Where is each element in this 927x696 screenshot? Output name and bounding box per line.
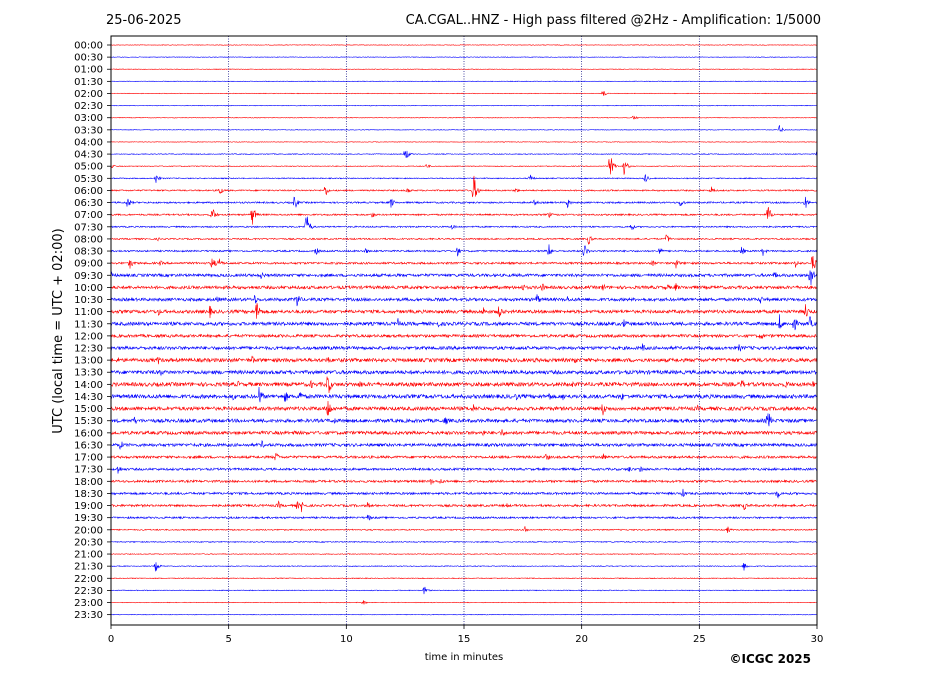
y-tick-label: 16:00 <box>74 428 103 439</box>
y-tick-label: 20:00 <box>74 525 103 536</box>
y-tick-label: 10:30 <box>74 295 103 306</box>
x-tick-label: 0 <box>108 634 114 645</box>
y-tick-label: 19:30 <box>74 513 103 524</box>
trace-row-20:30 <box>110 540 818 544</box>
trace-row-03:00 <box>110 115 818 120</box>
trace-row-16:00 <box>110 429 818 437</box>
trace-row-00:30 <box>110 56 818 58</box>
y-tick-label: 14:00 <box>74 380 103 391</box>
y-tick-label: 23:30 <box>74 610 103 621</box>
trace-row-22:00 <box>110 577 818 580</box>
y-tick-label: 19:00 <box>74 501 103 512</box>
trace-row-17:00 <box>110 452 818 461</box>
header-title: CA.CGAL..HNZ - High pass filtered @2Hz -… <box>406 13 821 28</box>
x-axis: 0 5 10 15 20 25 30 <box>108 625 824 645</box>
y-tick-label: 11:30 <box>74 319 103 330</box>
trace-row-14:30 <box>110 386 818 403</box>
y-tick-label: 14:30 <box>74 392 103 403</box>
trace-row-00:00 <box>110 44 818 46</box>
x-tick-label: 30 <box>811 634 824 645</box>
y-tick-label: 20:30 <box>74 537 103 548</box>
y-tick-label: 03:00 <box>74 113 103 124</box>
y-tick-label: 23:00 <box>74 598 103 609</box>
trace-row-17:30 <box>110 466 818 474</box>
y-tick-label: 21:00 <box>74 550 103 561</box>
y-tick-label: 06:00 <box>74 186 103 197</box>
y-axis: 00:0000:3001:0001:3002:0002:3003:0003:30… <box>74 41 111 621</box>
copyright-footer: ©ICGC 2025 <box>729 652 811 666</box>
y-tick-label: 12:30 <box>74 344 103 355</box>
y-tick-label: 07:30 <box>74 222 103 233</box>
y-tick-label: 06:30 <box>74 198 103 209</box>
trace-row-06:00 <box>110 175 818 198</box>
trace-row-12:30 <box>110 343 818 352</box>
y-tick-label: 00:00 <box>74 41 103 52</box>
trace-row-16:30 <box>110 440 818 451</box>
trace-row-09:30 <box>110 270 818 286</box>
y-tick-label: 09:00 <box>74 259 103 270</box>
y-tick-label: 04:00 <box>74 137 103 148</box>
y-tick-label: 03:30 <box>74 125 103 136</box>
y-tick-label: 09:30 <box>74 271 103 282</box>
y-tick-label: 00:30 <box>74 53 103 64</box>
x-tick-label: 5 <box>225 634 231 645</box>
y-tick-label: 15:00 <box>74 404 103 415</box>
x-tick-label: 20 <box>575 634 588 645</box>
y-tick-label: 17:30 <box>74 465 103 476</box>
y-tick-label: 21:30 <box>74 562 103 573</box>
y-tick-label: 05:30 <box>74 174 103 185</box>
header-date: 25-06-2025 <box>106 13 182 28</box>
vertical-gridlines <box>228 36 700 625</box>
y-tick-label: 10:00 <box>74 283 103 294</box>
y-tick-label: 01:30 <box>74 77 103 88</box>
trace-row-02:30 <box>110 104 818 107</box>
y-tick-label: 16:30 <box>74 440 103 451</box>
trace-row-03:30 <box>110 125 818 132</box>
x-tick-label: 25 <box>693 634 706 645</box>
y-tick-label: 15:30 <box>74 416 103 427</box>
x-tick-label: 15 <box>458 634 471 645</box>
trace-row-13:00 <box>110 355 818 365</box>
y-tick-label: 17:00 <box>74 453 103 464</box>
y-axis-label: UTC (local time = UTC + 02:00) <box>51 228 66 433</box>
trace-row-06:30 <box>110 196 818 209</box>
y-tick-label: 08:30 <box>74 247 103 258</box>
y-tick-label: 13:30 <box>74 368 103 379</box>
y-tick-label: 07:00 <box>74 210 103 221</box>
y-tick-label: 01:00 <box>74 65 103 76</box>
y-tick-label: 22:30 <box>74 586 103 597</box>
trace-row-20:00 <box>110 526 818 533</box>
trace-row-22:30 <box>110 586 818 595</box>
x-tick-label: 10 <box>340 634 353 645</box>
y-tick-label: 18:00 <box>74 477 103 488</box>
y-tick-label: 04:30 <box>74 150 103 161</box>
y-tick-label: 12:00 <box>74 331 103 342</box>
trace-row-15:00 <box>110 401 818 416</box>
y-tick-label: 02:00 <box>74 89 103 100</box>
y-tick-label: 13:00 <box>74 356 103 367</box>
y-tick-label: 18:30 <box>74 489 103 500</box>
y-tick-label: 05:00 <box>74 162 103 173</box>
y-tick-label: 11:00 <box>74 307 103 318</box>
x-axis-label: time in minutes <box>425 652 504 663</box>
trace-row-23:00 <box>110 600 818 605</box>
y-tick-label: 22:00 <box>74 574 103 585</box>
y-tick-label: 02:30 <box>74 101 103 112</box>
y-tick-label: 08:00 <box>74 234 103 245</box>
